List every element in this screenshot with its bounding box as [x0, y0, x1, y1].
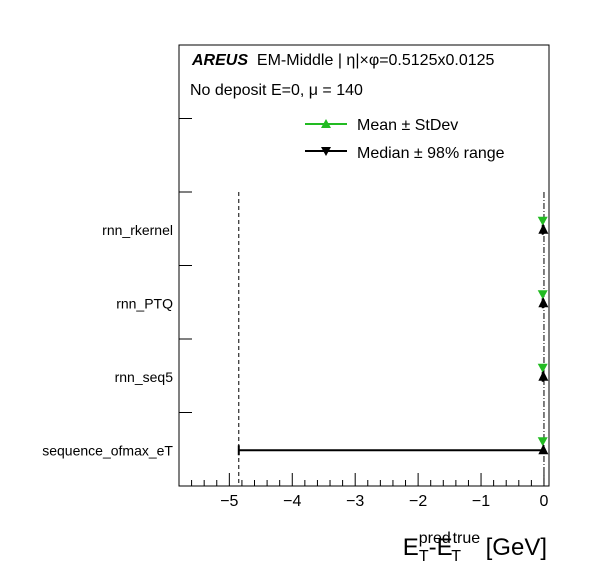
x-tick-label: −1: [472, 493, 490, 510]
x-tick-label: −3: [346, 493, 364, 510]
plot-frame: [179, 45, 549, 486]
x-tick-label: 0: [540, 493, 549, 510]
median-marker: [538, 224, 548, 234]
x-tick-label: −2: [409, 493, 427, 510]
legend-median-label: Median ± 98% range: [357, 145, 505, 162]
x-axis-label: Epred T-Etrue T [GeV]: [403, 530, 547, 565]
median-marker: [538, 371, 548, 381]
y-tick-label: rnn_seq5: [115, 369, 174, 385]
x-tick-label: −5: [220, 493, 238, 510]
x-tick-label: −4: [283, 493, 301, 510]
y-tick-label: rnn_PTQ: [116, 295, 173, 311]
legend: Mean ± StDev Median ± 98% range: [305, 117, 505, 162]
median-marker: [538, 297, 548, 307]
y-tick-label: rnn_rkernel: [102, 222, 173, 238]
legend-mean-label: Mean ± StDev: [357, 117, 458, 134]
y-tick-label: sequence_ofmax_eT: [42, 442, 173, 458]
